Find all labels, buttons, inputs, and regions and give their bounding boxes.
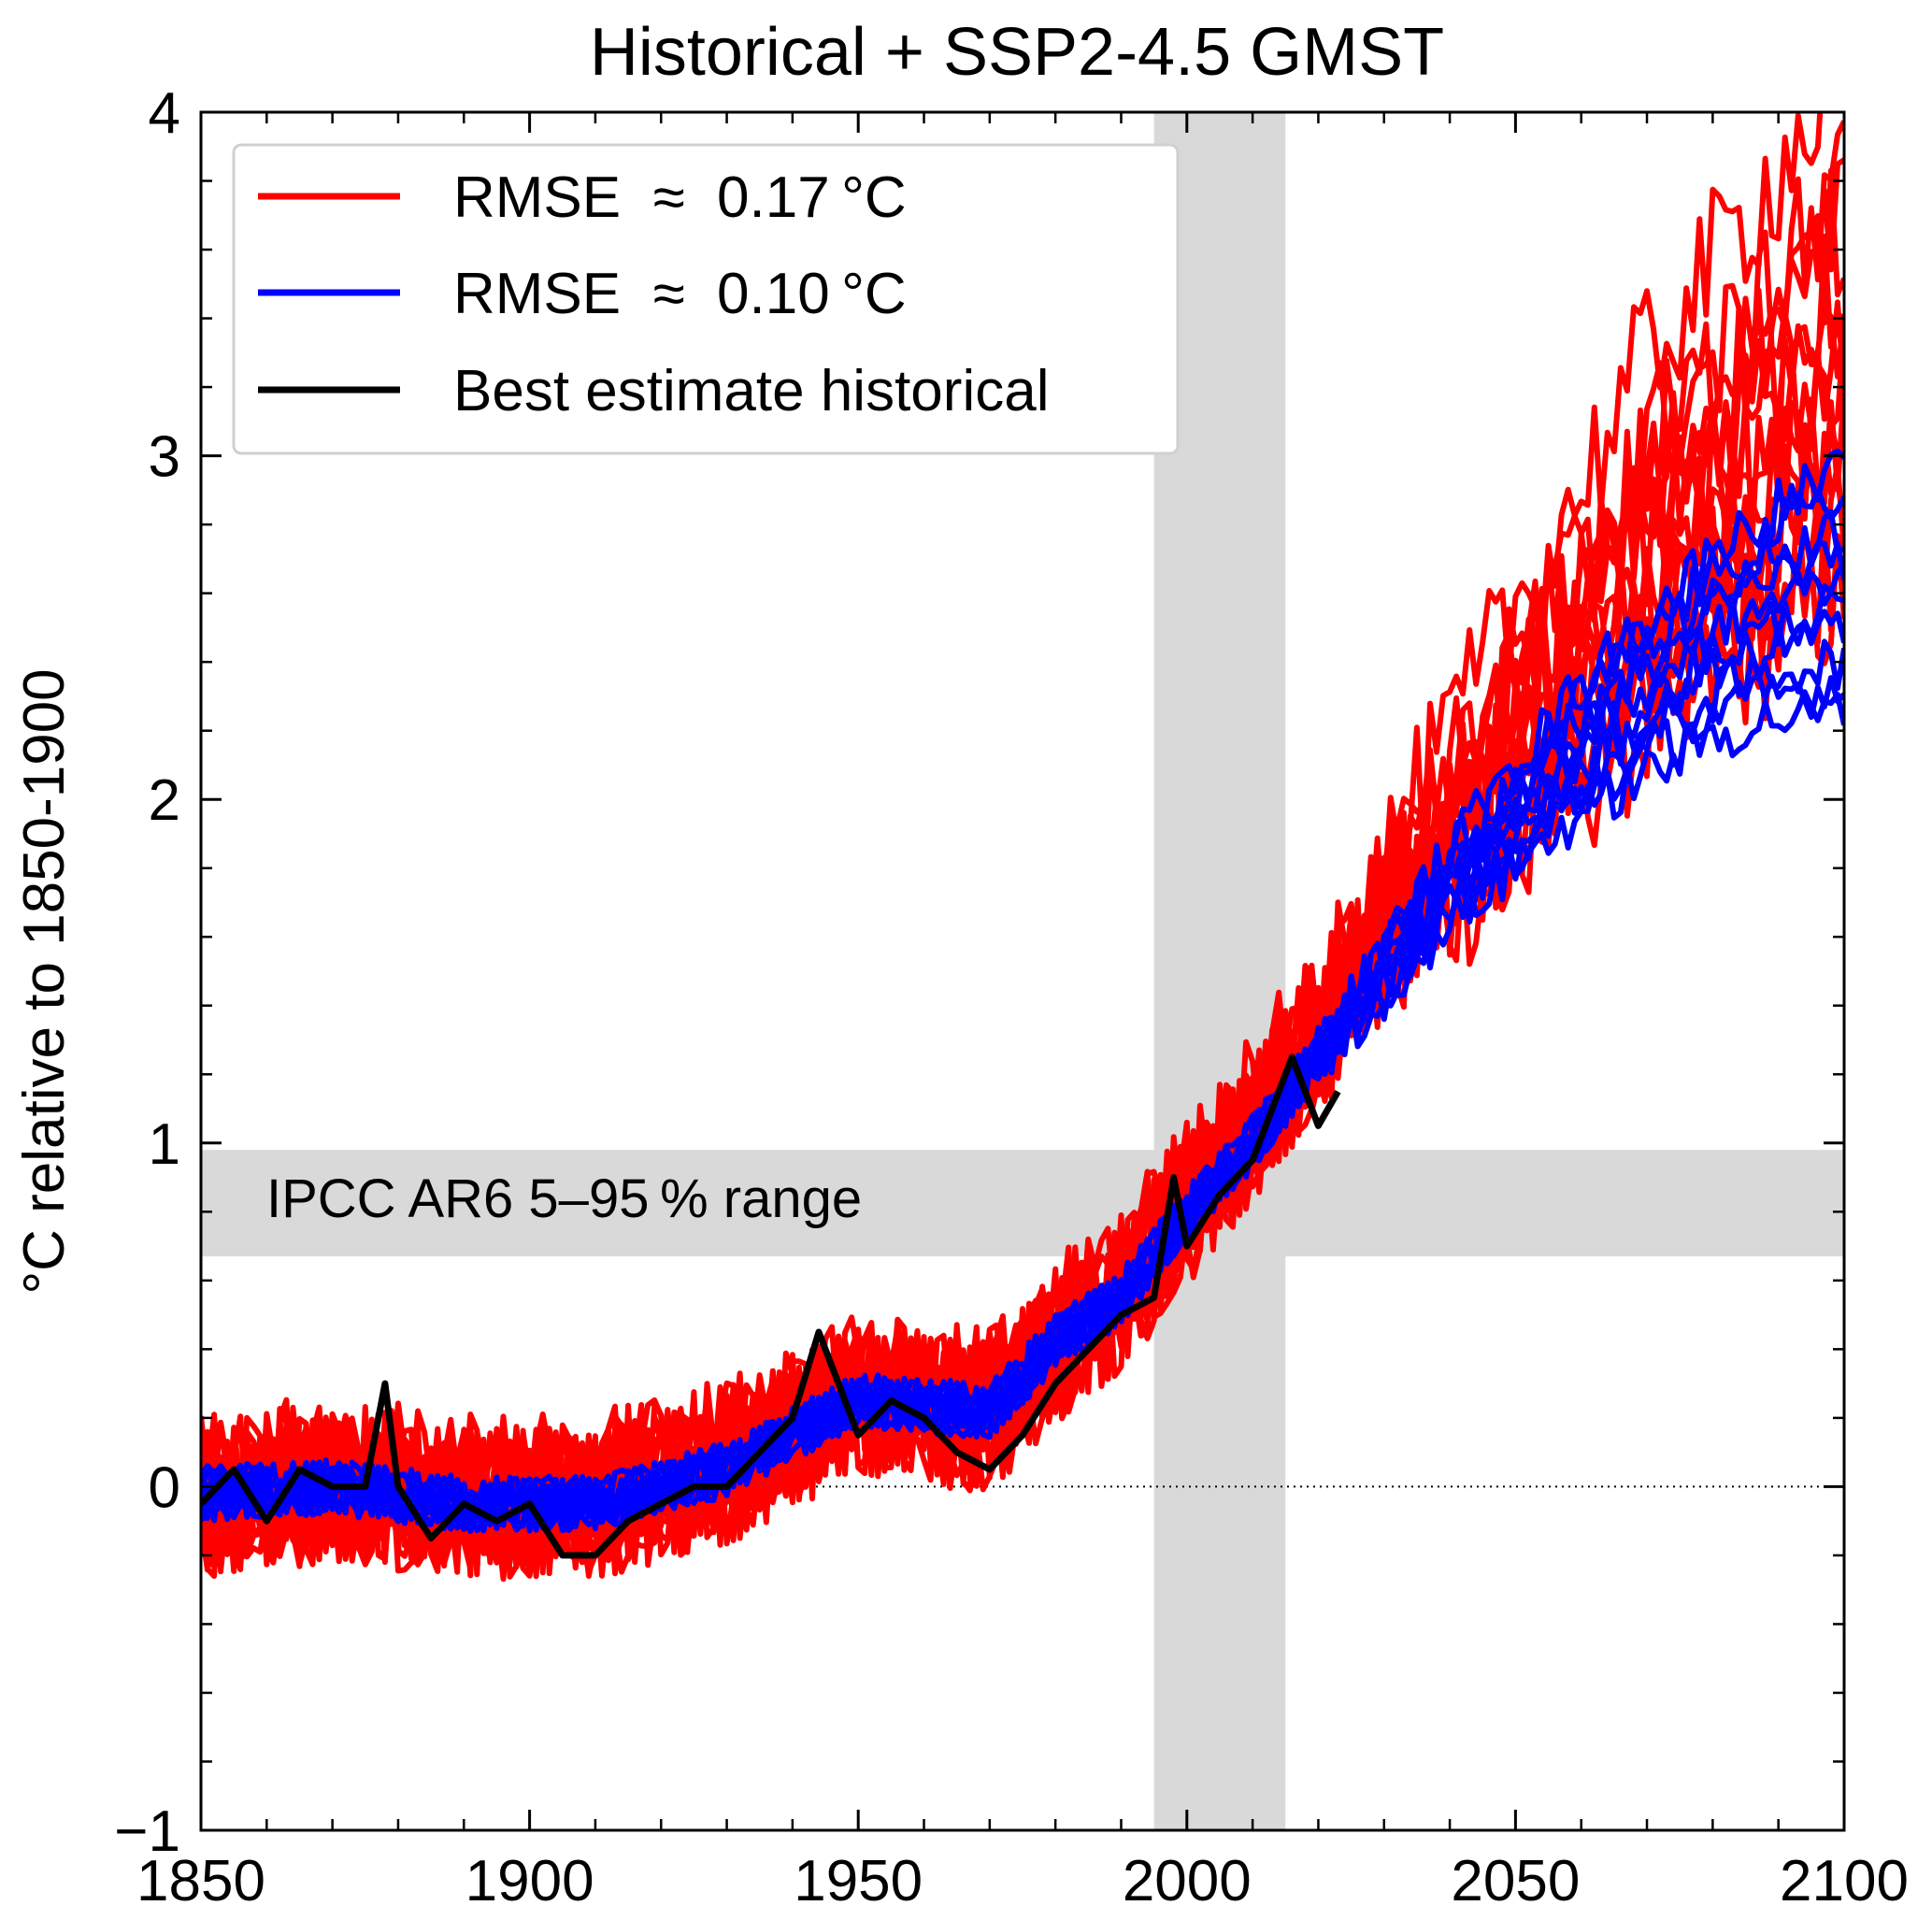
shaded-regions: [201, 112, 1844, 1830]
legend-label-red: RMSE ≈ 0.17 °C: [453, 165, 907, 230]
legend-label-blue: RMSE ≈ 0.10 °C: [453, 262, 907, 326]
x-tick-label: 1900: [465, 1849, 594, 1913]
y-tick-label: 4: [149, 81, 180, 146]
y-tick-label: 2: [149, 768, 180, 833]
shaded-region-horizontal: [201, 1150, 1844, 1257]
y-axis-label: °C relative to 1850-1900: [12, 668, 77, 1294]
x-tick-label: 2050: [1451, 1849, 1580, 1913]
series-line-best-estimate: [201, 1053, 1341, 1559]
y-tick-label: −1: [114, 1799, 180, 1864]
y-tick-label: 0: [149, 1455, 180, 1520]
axis-ticks: 1850 1900 1950 2000 2050 2100 −1 0 1 2 3 4: [114, 81, 1909, 1913]
ipcc-range-label: IPCC AR6 5–95 % range: [266, 1168, 862, 1229]
y-tick-label: 3: [149, 425, 180, 490]
x-tick-label: 2000: [1123, 1849, 1252, 1913]
legend: RMSE ≈ 0.17 °C RMSE ≈ 0.10 °C Best estim…: [232, 143, 1180, 455]
chart-title: Historical + SSP2-4.5 GMST: [590, 15, 1444, 90]
series-line-rmse_010-9: [201, 448, 1844, 1533]
legend-label-black: Best estimate historical: [453, 359, 1049, 423]
legend-box: [232, 143, 1180, 455]
x-tick-label: 1850: [136, 1849, 265, 1913]
y-tick-label: 1: [149, 1112, 180, 1177]
series-group: [201, 112, 1844, 1583]
plot-frame: [199, 110, 1846, 1832]
x-tick-label: 1950: [794, 1849, 923, 1913]
x-tick-label: 2100: [1780, 1849, 1909, 1913]
